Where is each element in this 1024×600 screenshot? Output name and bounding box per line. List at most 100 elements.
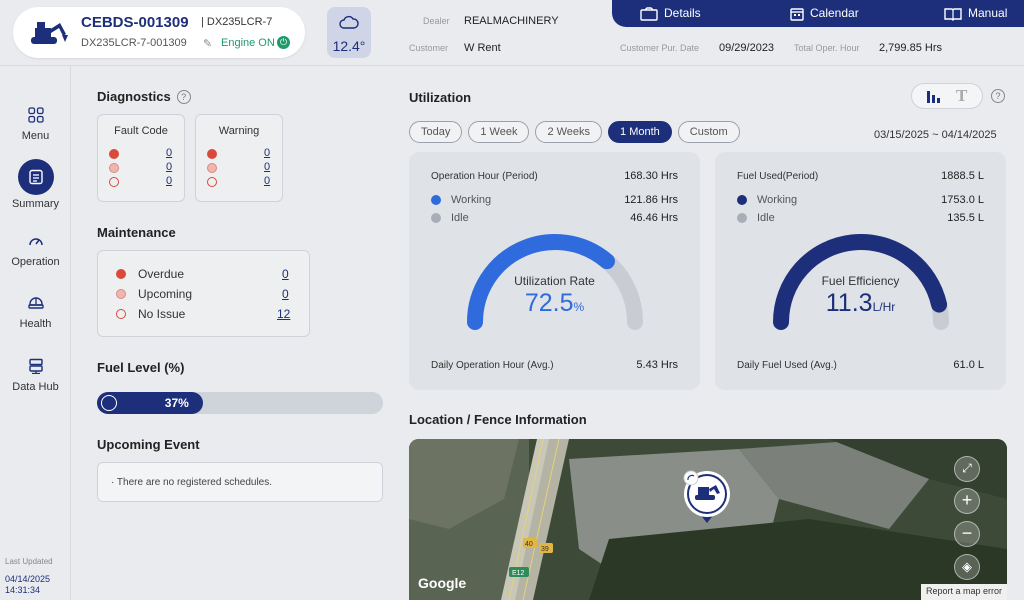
maintenance-upcoming-count[interactable]: 0	[282, 287, 289, 301]
equipment-serial: DX235LCR-7-001309	[81, 37, 187, 49]
sidebar-item-menu[interactable]: Menu	[0, 106, 71, 142]
cloud-icon	[339, 15, 359, 29]
working-label: Working	[451, 194, 492, 206]
daily-value: 61.0 L	[953, 359, 984, 371]
power-icon: ⏻	[277, 36, 290, 49]
engine-status: Engine ON	[221, 37, 275, 49]
google-logo: Google	[418, 575, 467, 591]
help-icon[interactable]: ?	[991, 89, 1005, 103]
sidebar-item-data-hub[interactable]: Data Hub	[0, 357, 71, 393]
tab-2-weeks[interactable]: 2 Weeks	[535, 121, 603, 143]
excavator-icon	[31, 22, 68, 44]
upcoming-event-box: · There are no registered schedules.	[97, 462, 383, 502]
idle-value: 135.5 L	[947, 212, 984, 224]
equipment-name: CEBDS-001309	[81, 14, 189, 31]
minor-dot-icon	[109, 177, 119, 187]
view-toggle[interactable]: T	[911, 83, 983, 109]
working-dot-icon	[431, 195, 441, 205]
utilization-gauge	[467, 234, 643, 330]
road-label: 39	[541, 546, 549, 553]
pur-date-label: Customer Pur. Date	[620, 43, 700, 53]
manual-icon	[944, 7, 962, 21]
road-label: E12	[512, 570, 525, 577]
dealer-value: REALMACHINERY	[464, 15, 559, 27]
equipment-card[interactable]: CEBDS-001309 | DX235LCR-7 DX235LCR-7-001…	[13, 7, 305, 58]
report-map-error-link[interactable]: Report a map error	[921, 584, 1007, 600]
fault-code-box[interactable]: Fault Code 0 0 0	[97, 114, 185, 202]
fault-code-title: Fault Code	[114, 125, 168, 137]
nav-details[interactable]: Details	[640, 0, 701, 27]
gauge-unit: %	[573, 300, 585, 314]
period-value: 1888.5 L	[941, 170, 984, 182]
edit-pencil-icon[interactable]: ✎	[203, 38, 213, 50]
layers-icon[interactable]: ◈	[954, 554, 980, 580]
map[interactable]: 40 39 E12	[409, 439, 1007, 600]
gauge-number: 11.3	[825, 289, 873, 317]
warning-box[interactable]: Warning 0 0 0	[195, 114, 283, 202]
calendar-icon	[790, 7, 804, 21]
fault-count[interactable]: 0	[166, 161, 173, 173]
fault-count[interactable]: 0	[166, 147, 173, 159]
nav-manual[interactable]: Manual	[944, 0, 1007, 27]
gauge-value: 11.3L/Hr	[715, 289, 1006, 318]
dealer-label: Dealer	[423, 16, 450, 26]
oper-hour-label: Total Oper. Hour	[794, 43, 860, 53]
major-dot-icon	[109, 163, 119, 173]
idle-label: Idle	[451, 212, 469, 224]
maintenance-no-issue-count[interactable]: 12	[277, 307, 291, 321]
gauge-fill	[773, 234, 948, 330]
warning-count[interactable]: 0	[264, 161, 271, 173]
sidebar-item-label: Data Hub	[12, 381, 59, 393]
equipment-model: | DX235LCR-7	[201, 16, 273, 28]
sidebar-item-health[interactable]: Health	[0, 294, 71, 330]
no-issue-dot-icon	[116, 309, 126, 319]
grid-icon	[27, 106, 45, 124]
tab-custom[interactable]: Custom	[677, 121, 740, 143]
nav-calendar[interactable]: Calendar	[790, 0, 859, 27]
sidebar-item-operation[interactable]: Operation	[0, 232, 71, 268]
server-icon	[27, 357, 45, 375]
tab-1-week[interactable]: 1 Week	[468, 121, 530, 143]
maintenance-title: Maintenance	[97, 225, 176, 240]
maintenance-no-issue-label: No Issue	[138, 307, 186, 321]
idle-dot-icon	[737, 213, 747, 223]
zoom-out-button[interactable]: −	[954, 521, 980, 547]
minor-dot-icon	[207, 177, 217, 187]
nav-details-label: Details	[664, 6, 701, 20]
satellite-map-image: 40 39 E12	[409, 439, 1007, 600]
customer-value: W Rent	[464, 42, 501, 54]
daily-label: Daily Fuel Used (Avg.)	[737, 360, 837, 371]
date-range: 03/15/2025 ~ 04/14/2025	[874, 129, 997, 141]
road-label: 40	[525, 541, 533, 548]
last-updated-time: 14:31:34	[5, 585, 41, 595]
zoom-in-button[interactable]: +	[954, 488, 980, 514]
fault-count[interactable]: 0	[166, 175, 173, 187]
sidebar-item-label: Health	[19, 318, 52, 330]
tab-today[interactable]: Today	[409, 121, 463, 143]
warning-count[interactable]: 0	[264, 175, 271, 187]
gauge-value: 72.5%	[409, 289, 700, 318]
fullscreen-icon[interactable]: ⤢	[954, 456, 980, 482]
top-nav: Details Calendar Manual	[612, 0, 1024, 27]
major-dot-icon	[207, 163, 217, 173]
gauge-unit: L/Hr	[872, 300, 896, 314]
critical-dot-icon	[109, 149, 119, 159]
oper-hour-value: 2,799.85 Hrs	[879, 42, 942, 54]
fuel-level-title: Fuel Level (%)	[97, 360, 185, 375]
sidebar-item-summary[interactable]: Summary	[0, 159, 71, 210]
fuel-used-card: Fuel Used(Period) 1888.5 L Working 1753.…	[715, 152, 1006, 390]
utilization-title: Utilization	[409, 90, 472, 105]
working-value: 121.86 Hrs	[624, 194, 678, 206]
warning-count[interactable]: 0	[264, 147, 271, 159]
sidebar-item-label: Summary	[11, 198, 60, 210]
bar-chart-icon[interactable]	[927, 91, 941, 103]
tab-1-month[interactable]: 1 Month	[608, 121, 672, 143]
health-icon	[27, 294, 45, 312]
maintenance-overdue-count[interactable]: 0	[282, 267, 289, 281]
fuel-level-bar: 37%	[97, 392, 383, 414]
help-icon[interactable]: ?	[176, 90, 191, 104]
text-view-icon[interactable]: T	[956, 86, 968, 105]
maintenance-overdue-label: Overdue	[138, 267, 185, 281]
idle-label: Idle	[757, 212, 775, 224]
nav-manual-label: Manual	[968, 6, 1008, 20]
